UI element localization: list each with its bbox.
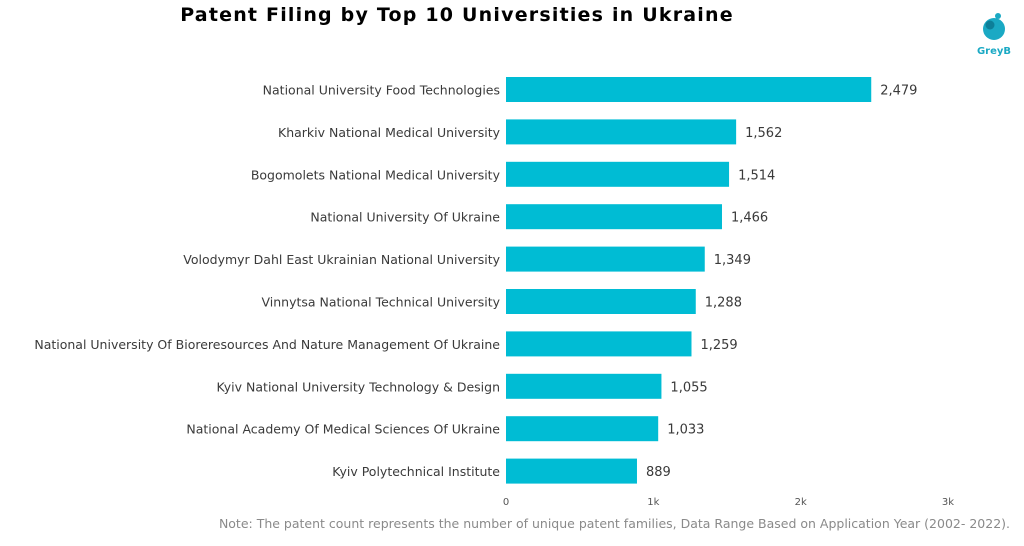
bar-kyiv-national-university-technology-design [506,373,662,399]
logo-text: GreyB [976,46,1012,57]
value-label-kyiv-national-university-technology-design: 1,055 [670,380,707,395]
category-label-national-university-of-bioreresources-and-nature-management-of-ukraine: National University Of Bioreresources An… [34,337,500,352]
category-label-volodymyr-dahl-east-ukrainian-national-university: Volodymyr Dahl East Ukrainian National U… [183,252,500,267]
value-label-kharkiv-national-medical-university: 1,562 [745,126,782,141]
bar-kyiv-polytechnical-institute [506,458,637,484]
category-label-kyiv-polytechnical-institute: Kyiv Polytechnical Institute [332,464,500,479]
bar-national-university-of-ukraine [506,204,722,230]
greyb-logo: GreyB [968,8,1020,64]
bar-national-university-food-technologies [506,77,872,102]
category-label-national-university-of-ukraine: National University Of Ukraine [310,210,500,225]
value-label-national-university-of-bioreresources-and-nature-management-of-ukraine: 1,259 [700,338,737,353]
category-label-kyiv-national-university-technology-design: Kyiv National University Technology & De… [217,379,501,394]
bar-volodymyr-dahl-east-ukrainian-national-university [506,246,705,272]
bar-vinnytsa-national-technical-university [506,289,696,314]
greyb-logo-icon [983,13,1005,40]
category-label-national-academy-of-medical-sciences-of-ukraine: National Academy Of Medical Sciences Of … [186,422,500,437]
value-label-kyiv-polytechnical-institute: 889 [646,465,671,480]
category-label-kharkiv-national-medical-university: Kharkiv National Medical University [278,125,501,140]
category-label-national-university-food-technologies: National University Food Technologies [263,83,500,98]
bar-national-academy-of-medical-sciences-of-ukraine [506,416,659,442]
value-label-volodymyr-dahl-east-ukrainian-national-university: 1,349 [714,253,751,268]
value-label-vinnytsa-national-technical-university: 1,288 [705,296,742,311]
bar-chart: National University Food Technologies 2,4… [34,77,954,508]
category-label-vinnytsa-national-technical-university: Vinnytsa National Technical University [261,295,500,310]
bar-kharkiv-national-medical-university [506,119,737,145]
chart-title: Patent Filing by Top 10 Universities in … [180,4,734,26]
x-tick-label-0: 0 [503,497,509,508]
x-tick-label-2k: 2k [795,497,807,508]
category-label-bogomolets-national-medical-university: Bogomolets National Medical University [251,167,501,182]
value-label-national-university-food-technologies: 2,479 [880,84,917,99]
x-tick-label-3k: 3k [942,497,954,508]
chart-note: Note: The patent count represents the nu… [218,516,1010,531]
bar-bogomolets-national-medical-university [506,161,730,187]
bar-national-university-of-bioreresources-and-nature-management-of-ukraine [506,331,692,357]
value-label-national-academy-of-medical-sciences-of-ukraine: 1,033 [667,423,704,438]
value-label-national-university-of-ukraine: 1,466 [731,211,768,226]
x-tick-label-1k: 1k [647,497,659,508]
value-label-bogomolets-national-medical-university: 1,514 [738,168,775,183]
